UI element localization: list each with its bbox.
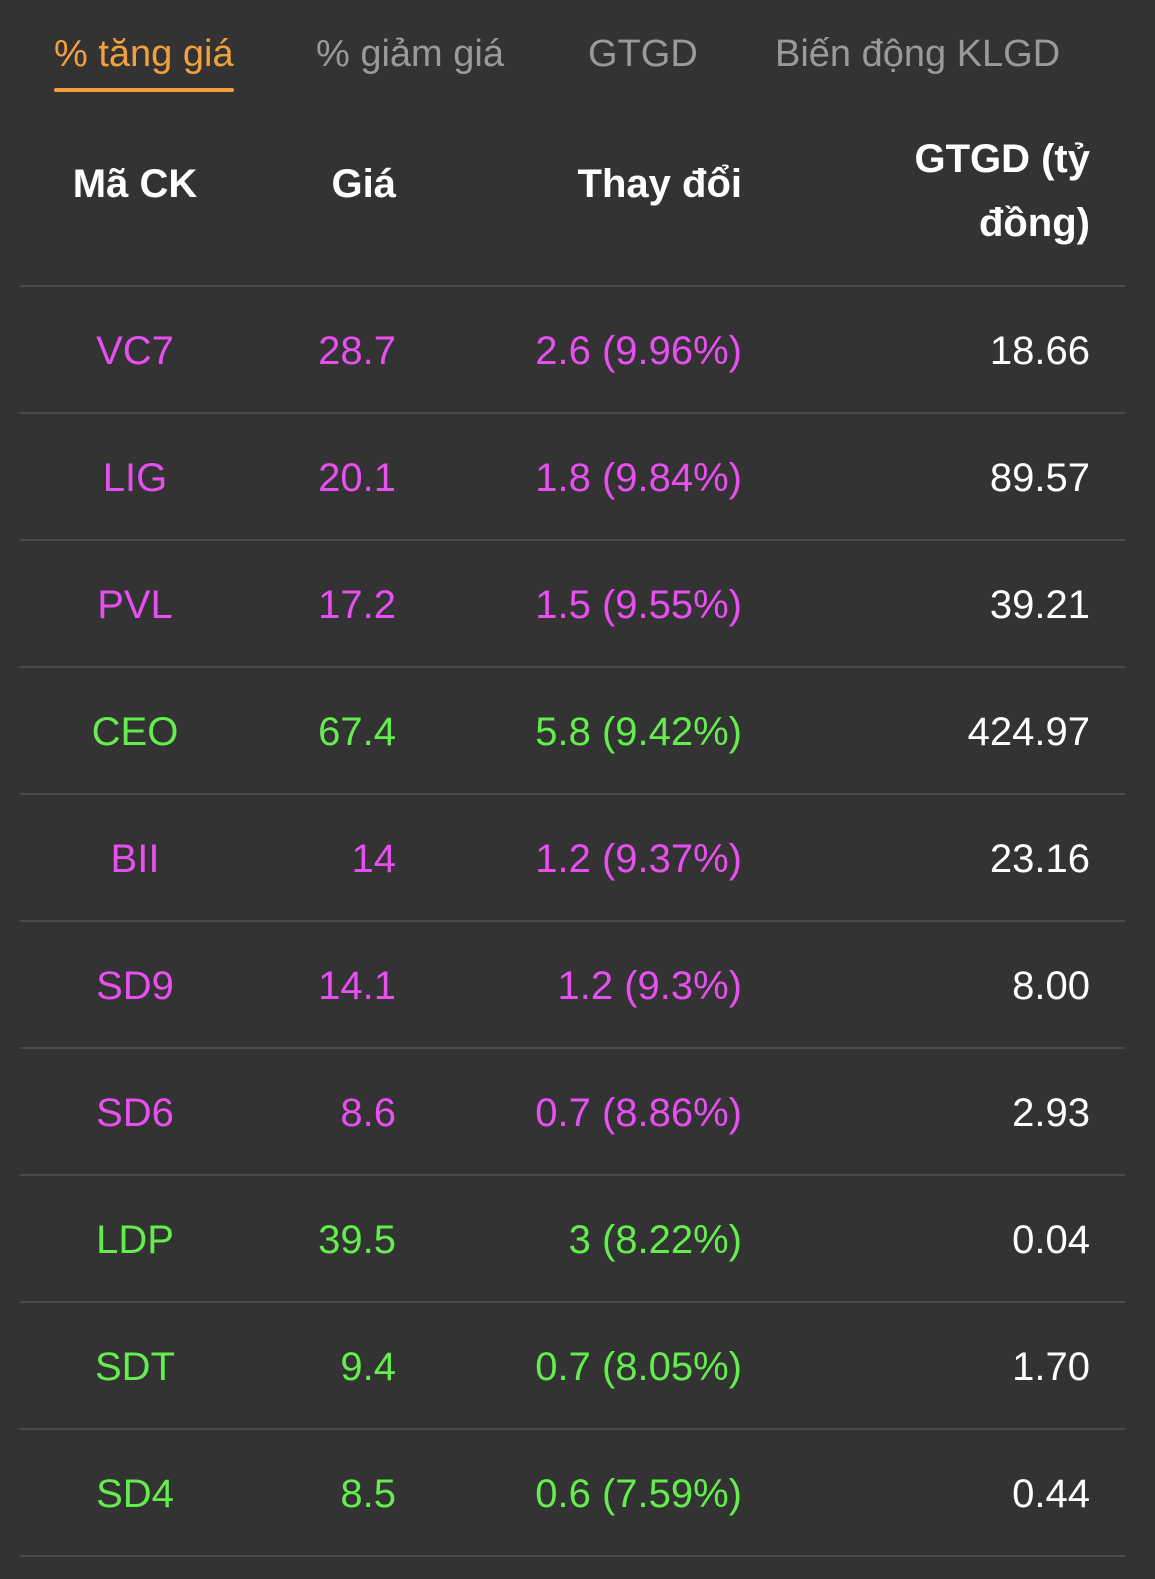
stock-trading-value: 424.97: [967, 710, 1090, 754]
stock-code[interactable]: CEO: [91, 710, 179, 754]
header-price[interactable]: Giá: [331, 162, 396, 206]
stock-code[interactable]: LDP: [96, 1218, 174, 1262]
stock-price: 28.7: [318, 329, 396, 373]
stock-code[interactable]: SD4: [96, 1472, 174, 1516]
stock-change: 1.8 (9.84%): [535, 456, 742, 500]
stock-trading-value: 0.44: [1012, 1472, 1090, 1516]
stock-change: 1.5 (9.55%): [535, 583, 742, 627]
stock-code[interactable]: LIG: [102, 456, 168, 500]
stock-code[interactable]: SDT: [95, 1345, 175, 1389]
stock-trading-value: 39.21: [989, 583, 1090, 627]
stock-change: 0.6 (7.59%): [535, 1472, 742, 1516]
stock-trading-value: 2.93: [1012, 1091, 1090, 1135]
tab-volume-change[interactable]: Biến động KLGD: [775, 33, 1061, 75]
stock-change: 1.2 (9.37%): [535, 837, 742, 881]
table-row[interactable]: LDP 39.5 3 (8.22%) 0.04: [20, 1176, 1125, 1303]
table-row[interactable]: SD4 8.5 0.6 (7.59%) 0.44: [20, 1430, 1125, 1557]
stock-price: 8.6: [340, 1091, 396, 1135]
stock-code[interactable]: SD6: [96, 1091, 174, 1135]
stock-trading-value: 18.66: [989, 329, 1090, 373]
table-body: VC7 28.7 2.6 (9.96%) 18.66 LIG 20.1 1.8 (9.84%…: [20, 287, 1125, 1557]
table-row[interactable]: VC7 28.7 2.6 (9.96%) 18.66: [20, 287, 1125, 414]
stock-change: 1.2 (9.3%): [557, 964, 742, 1008]
stock-change: 2.6 (9.96%): [535, 329, 742, 373]
stock-price: 9.4: [340, 1345, 396, 1389]
table-row[interactable]: LIG 20.1 1.8 (9.84%) 89.57: [20, 414, 1125, 541]
stock-change: 5.8 (9.42%): [535, 710, 742, 754]
table-row[interactable]: SD6 8.6 0.7 (8.86%) 2.93: [20, 1049, 1125, 1176]
stock-trading-value: 8.00: [1012, 964, 1090, 1008]
header-value[interactable]: GTGD (tỷ đồng): [914, 137, 1090, 245]
table-row[interactable]: SD9 14.1 1.2 (9.3%) 8.00: [20, 922, 1125, 1049]
stock-price: 14.1: [318, 964, 396, 1008]
stock-code[interactable]: PVL: [97, 583, 173, 627]
table-header: Mã CK Giá Thay đổi GTGD (tỷ đồng): [20, 120, 1125, 287]
stock-trading-value: 0.04: [1012, 1218, 1090, 1262]
stock-price: 20.1: [318, 456, 396, 500]
stock-code[interactable]: SD9: [96, 964, 174, 1008]
header-code[interactable]: Mã CK: [72, 162, 198, 206]
tab-trading-value[interactable]: GTGD: [588, 33, 698, 75]
stock-price: 39.5: [318, 1218, 396, 1262]
stock-trading-value: 23.16: [989, 837, 1090, 881]
table-row[interactable]: SDT 9.4 0.7 (8.05%) 1.70: [20, 1303, 1125, 1430]
tab-percent-losers[interactable]: % giảm giá: [316, 33, 504, 75]
stock-code[interactable]: VC7: [96, 329, 174, 373]
stock-change: 0.7 (8.05%): [535, 1345, 742, 1389]
stock-change: 0.7 (8.86%): [535, 1091, 742, 1135]
stock-price: 67.4: [318, 710, 396, 754]
stock-price: 8.5: [340, 1472, 396, 1516]
table-row[interactable]: CEO 67.4 5.8 (9.42%) 424.97: [20, 668, 1125, 795]
table-row[interactable]: PVL 17.2 1.5 (9.55%) 39.21: [20, 541, 1125, 668]
tab-percent-gainers[interactable]: % tăng giá: [54, 30, 234, 92]
table-row[interactable]: BII 14 1.2 (9.37%) 23.16: [20, 795, 1125, 922]
stock-trading-value: 89.57: [989, 456, 1090, 500]
tab-bar: % tăng giá % giảm giá GTGD Biến động KLG…: [0, 0, 1155, 110]
stock-trading-value: 1.70: [1012, 1345, 1090, 1389]
stock-change: 3 (8.22%): [568, 1218, 742, 1262]
header-change[interactable]: Thay đổi: [577, 162, 742, 206]
stock-price: 17.2: [318, 583, 396, 627]
stock-price: 14: [351, 837, 397, 881]
stock-table: Mã CK Giá Thay đổi GTGD (tỷ đồng) VC7 28.…: [20, 120, 1125, 1557]
stock-code[interactable]: BII: [110, 837, 160, 881]
